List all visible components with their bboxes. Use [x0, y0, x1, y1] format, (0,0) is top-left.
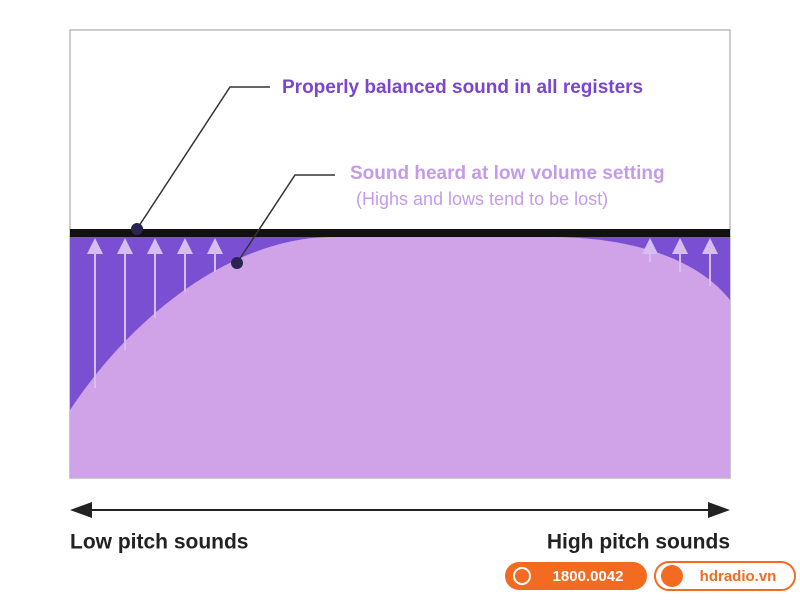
- balanced-line: [70, 229, 730, 237]
- globe-icon: [661, 565, 683, 587]
- website: hdradio.vn: [700, 568, 777, 585]
- phone: 1800.0042: [553, 568, 624, 585]
- low-volume-curve: [70, 237, 730, 478]
- annotation: Sound heard at low volume setting: [350, 163, 665, 184]
- arrows: [87, 238, 718, 388]
- axis-label: Low pitch sounds: [70, 531, 249, 554]
- callout-line: [236, 174, 335, 264]
- phone-badge[interactable]: [505, 562, 647, 590]
- website-badge[interactable]: [654, 561, 796, 591]
- callout-dot: [131, 223, 143, 235]
- callout-dot: [231, 257, 243, 269]
- annotation-note: (Highs and lows tend to be lost): [356, 189, 608, 209]
- phone-icon: [513, 567, 531, 585]
- callout-line: [136, 86, 270, 230]
- annotation: Properly balanced sound in all registers: [282, 77, 643, 98]
- axis-label: High pitch sounds: [547, 531, 730, 554]
